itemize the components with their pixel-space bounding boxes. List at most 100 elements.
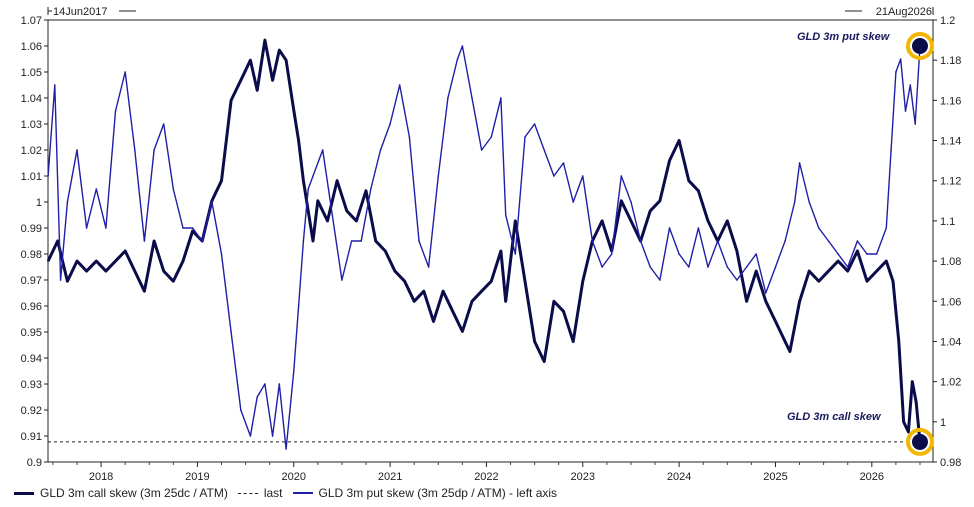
marker-layer [905,32,934,456]
call-skew-point [220,179,223,182]
left-axis-tick-label: 1.01 [21,171,42,183]
call-skew-point [765,300,767,303]
call-skew-point [572,340,574,343]
call-skew-point [659,200,661,202]
left-axis-tick-label: 1.04 [21,93,42,105]
chart-frame [47,19,934,463]
put-skew-point [591,240,594,242]
right-axis-tick-label: 1.04 [940,336,961,348]
put-skew-point [461,45,464,47]
put-skew-point [389,123,391,125]
put-skew-point [182,227,184,229]
right-axis-tick-label: 1.18 [940,55,961,67]
annotations: GLD 3m put skew GLD 3m call skew [787,31,891,423]
put-skew-point [895,71,897,73]
put-skew-point [798,162,801,164]
call-skew-point [47,260,49,262]
call-skew-point [403,280,406,283]
call-skew-point [249,59,252,61]
put-skew-point [201,240,203,242]
call-skew-point [490,280,493,283]
call-skew-point [172,280,175,283]
put-skew-point [211,201,213,203]
put-skew-point [562,162,565,164]
put-skew-point [649,266,651,268]
put-skew-point [143,240,146,242]
put-skew-point [278,383,281,385]
put-skew-point [808,201,810,203]
call-skew-point [365,190,367,192]
legend: GLD 3m call skew (3m 25dc / ATM) last GL… [14,484,567,502]
put-skew-point [350,240,353,242]
put-skew-point [909,84,912,86]
put-skew-point [302,240,305,242]
put-skew-point [818,227,820,229]
call-skew-point [678,139,680,142]
put-skew-point [379,149,382,151]
put-skew-point [707,266,709,268]
put-skew-point [360,240,363,242]
put-skew-point [271,435,274,437]
put-skew-point [504,214,507,216]
left-axis-tick-label: 1.06 [21,41,42,53]
put-skew-point [755,253,757,255]
call-skew-point [346,210,348,212]
call-skew-point [256,89,259,92]
put-skew-point [630,201,632,203]
call-skew-point [307,210,310,212]
call-skew-point [837,260,839,262]
x-axis-tick-label: 2022 [474,471,498,483]
left-axis-tick-label: 1.07 [21,15,42,27]
call-skew-point [293,109,295,112]
put-skew-point [875,253,878,255]
put-skew-point [500,97,502,99]
put-skew-point [668,227,671,229]
call-skew-point [162,270,165,272]
call-skew-point [846,270,849,272]
put-skew-point [716,240,719,242]
x-axis-tick-label: 2025 [763,471,787,483]
put-skew-point [524,136,526,138]
legend-label-call-skew: GLD 3m call skew (3m 25dc / ATM) [40,486,228,500]
axes-layer: 1.07 1.06 1.05 1.04 1.03 1.02 1.01 1 0.99 0.98 0.9… [21,15,962,483]
call-skew-point [211,200,213,202]
put-skew-point [837,253,839,255]
call-skew-last-marker [911,433,928,450]
call-skew-point [230,99,232,102]
call-skew-point [533,340,536,343]
call-skew-point [524,280,526,283]
date-range-header: 14Jun2017 21Aug2026 [47,6,934,18]
call-skew-point [326,220,329,222]
put-skew-point [321,149,324,151]
call-skew-point [668,159,671,162]
end-date-label: 21Aug2026 [876,6,932,18]
call-skew-series-line [46,38,922,443]
call-skew-point [264,39,266,41]
put-skew-point [620,175,623,177]
left-axis-tick-label: 1.03 [21,119,42,131]
put-skew-point [904,110,907,112]
right-axis-tick-label: 1.12 [940,176,961,188]
call-skew-point [480,290,483,293]
call-skew-point [56,240,59,242]
put-skew-point [480,149,483,151]
plot-frame [47,19,934,463]
call-skew-point [297,139,300,142]
legend-item-last: last [237,486,283,500]
put-skew-point [726,266,729,268]
put-skew-point [293,370,295,372]
call-skew-point [620,200,623,202]
put-skew-point [134,149,136,151]
put-skew-point [678,253,680,255]
put-skew-point [784,240,786,242]
call-skew-point [153,240,155,242]
call-skew-point [601,220,603,222]
call-skew-point [875,270,878,272]
put-skew-point [331,214,334,216]
x-axis-tick-label: 2019 [185,471,209,483]
call-skew-point [726,220,729,222]
call-skew-point [649,210,651,212]
put-skew-point [659,279,661,281]
call-skew-point [818,280,820,283]
x-axis-tick-label: 2024 [667,471,691,483]
